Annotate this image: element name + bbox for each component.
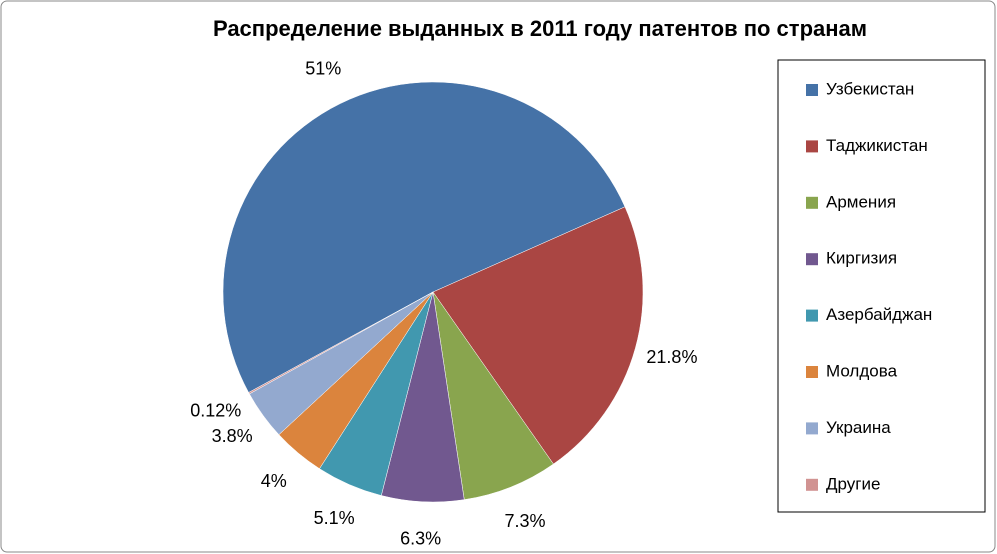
data-label: 3.8% xyxy=(212,426,253,446)
legend-label: Молдова xyxy=(826,361,898,380)
legend-label: Узбекистан xyxy=(826,79,914,98)
pie-slice xyxy=(248,291,434,395)
legend-label: Киргизия xyxy=(826,249,897,268)
legend-label: Азербайджан xyxy=(826,305,932,324)
legend-swatch xyxy=(806,140,818,153)
pie-slice xyxy=(432,291,554,500)
legend-swatch xyxy=(806,84,818,96)
legend-label: Таджикистан xyxy=(826,136,928,155)
legend-label: Украина xyxy=(826,418,891,437)
legend-swatch xyxy=(806,422,818,435)
data-label: 7.3% xyxy=(504,511,545,531)
legend-label: Армения xyxy=(826,192,896,211)
data-label: 21.8% xyxy=(646,347,697,367)
legend-label: Другие xyxy=(826,474,880,493)
data-label: 4% xyxy=(261,471,287,491)
data-label: 51% xyxy=(305,58,341,78)
legend-box xyxy=(777,59,986,513)
pie-slice xyxy=(432,206,644,465)
legend-swatch xyxy=(806,309,818,322)
legend-swatch xyxy=(806,253,818,266)
pie-slice xyxy=(222,81,626,393)
legend-swatch xyxy=(806,366,818,378)
legend-swatch xyxy=(806,478,818,491)
data-label: 5.1% xyxy=(314,508,355,528)
data-label: 0.12% xyxy=(190,400,241,420)
chart-title: Распределение выданных в 2011 году патен… xyxy=(213,16,867,41)
legend-swatch xyxy=(806,196,818,209)
data-label: 6.3% xyxy=(400,528,441,548)
